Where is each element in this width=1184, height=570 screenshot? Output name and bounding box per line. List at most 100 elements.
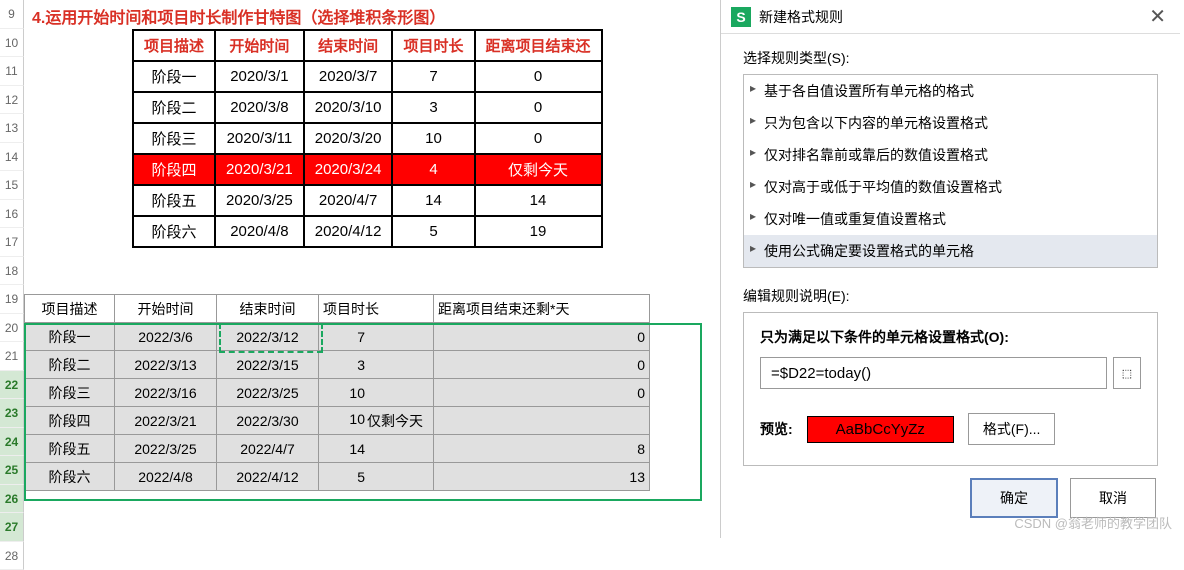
row-header[interactable]: 27 xyxy=(0,513,24,542)
row-header[interactable]: 10 xyxy=(0,29,24,58)
rule-type-item[interactable]: 使用公式确定要设置格式的单元格 xyxy=(744,235,1157,267)
table-cell[interactable]: 阶段六 xyxy=(25,463,115,491)
range-picker-icon[interactable]: ⬚ xyxy=(1113,357,1141,389)
row-header[interactable]: 14 xyxy=(0,143,24,172)
row-header[interactable]: 28 xyxy=(0,542,24,570)
gantt-example-table: 项目描述开始时间结束时间项目时长距离项目结束还阶段一2020/3/12020/3… xyxy=(132,29,603,248)
table-header[interactable]: 距离项目结束还剩*天 xyxy=(434,295,650,323)
table-row[interactable]: 阶段三2022/3/162022/3/25100 xyxy=(25,379,650,407)
table-cell: 3 xyxy=(392,92,474,123)
table-row: 阶段二2020/3/82020/3/1030 xyxy=(133,92,602,123)
table-cell[interactable] xyxy=(434,407,650,435)
table-cell[interactable]: 2022/3/15 xyxy=(217,351,319,379)
row-header[interactable]: 13 xyxy=(0,114,24,143)
table-cell[interactable]: 2022/3/16 xyxy=(115,379,217,407)
formula-input[interactable] xyxy=(760,357,1107,389)
table-row[interactable]: 阶段二2022/3/132022/3/1530 xyxy=(25,351,650,379)
row-header[interactable]: 19 xyxy=(0,285,24,314)
table-cell: 2020/3/7 xyxy=(304,61,393,92)
table-cell: 2020/4/7 xyxy=(304,185,393,216)
table-cell: 2020/3/1 xyxy=(215,61,304,92)
format-button[interactable]: 格式(F)... xyxy=(968,413,1056,445)
row-header[interactable]: 24 xyxy=(0,428,24,457)
row-header[interactable]: 9 xyxy=(0,0,24,29)
row-header[interactable]: 26 xyxy=(0,485,24,514)
table-cell[interactable]: 10 xyxy=(319,379,434,407)
row-header[interactable]: 12 xyxy=(0,86,24,115)
table-row[interactable]: 阶段一2022/3/62022/3/1270 xyxy=(25,323,650,351)
table-cell: 仅剩今天 xyxy=(475,154,602,185)
row-header[interactable]: 23 xyxy=(0,399,24,428)
table-cell[interactable]: 2022/3/30 xyxy=(217,407,319,435)
table-cell[interactable]: 10仅剩今天 xyxy=(319,407,434,435)
preview-row: 预览: AaBbCcYyZz 格式(F)... xyxy=(760,413,1141,445)
rule-type-item[interactable]: 仅对高于或低于平均值的数值设置格式 xyxy=(744,171,1157,203)
row-header[interactable]: 16 xyxy=(0,200,24,229)
row-header[interactable]: 21 xyxy=(0,342,24,371)
formula-row: ⬚ xyxy=(760,357,1141,389)
rule-type-list[interactable]: 基于各自值设置所有单元格的格式只为包含以下内容的单元格设置格式仅对排名靠前或靠后… xyxy=(743,74,1158,268)
table-cell[interactable]: 7 xyxy=(319,323,434,351)
table-cell[interactable]: 2022/3/12 xyxy=(217,323,319,351)
table-cell[interactable]: 2022/3/25 xyxy=(115,435,217,463)
table-cell[interactable]: 2022/4/12 xyxy=(217,463,319,491)
table-cell[interactable]: 0 xyxy=(434,379,650,407)
row-header[interactable]: 15 xyxy=(0,171,24,200)
table-cell[interactable]: 8 xyxy=(434,435,650,463)
table-header[interactable]: 项目描述 xyxy=(25,295,115,323)
rule-type-item[interactable]: 仅对排名靠前或靠后的数值设置格式 xyxy=(744,139,1157,171)
table-cell[interactable]: 3 xyxy=(319,351,434,379)
row-header[interactable]: 25 xyxy=(0,456,24,485)
table-cell[interactable]: 2022/4/8 xyxy=(115,463,217,491)
table-cell[interactable]: 14 xyxy=(319,435,434,463)
table-cell[interactable]: 阶段四 xyxy=(25,407,115,435)
table-cell[interactable]: 阶段三 xyxy=(25,379,115,407)
row-header[interactable]: 18 xyxy=(0,257,24,286)
table-row: 阶段四2020/3/212020/3/244仅剩今天 xyxy=(133,154,602,185)
row-header[interactable]: 20 xyxy=(0,314,24,343)
table-header[interactable]: 结束时间 xyxy=(217,295,319,323)
table-header: 项目时长 xyxy=(392,30,474,61)
rule-type-item[interactable]: 仅对唯一值或重复值设置格式 xyxy=(744,203,1157,235)
table-cell: 19 xyxy=(475,216,602,247)
table-cell[interactable]: 0 xyxy=(434,351,650,379)
table-cell: 2020/3/24 xyxy=(304,154,393,185)
table-cell[interactable]: 5 xyxy=(319,463,434,491)
table-cell[interactable]: 阶段五 xyxy=(25,435,115,463)
table-row[interactable]: 阶段四2022/3/212022/3/3010仅剩今天 xyxy=(25,407,650,435)
table-cell: 阶段一 xyxy=(133,61,215,92)
table-cell[interactable]: 阶段一 xyxy=(25,323,115,351)
sheet-content: 4.运用开始时间和项目时长制作甘特图（选择堆积条形图） 项目描述开始时间结束时间… xyxy=(24,0,720,248)
table-cell[interactable]: 2022/3/6 xyxy=(115,323,217,351)
table-cell: 阶段二 xyxy=(133,92,215,123)
table-row[interactable]: 阶段六2022/4/82022/4/12513 xyxy=(25,463,650,491)
rule-type-item[interactable]: 基于各自值设置所有单元格的格式 xyxy=(744,75,1157,107)
dialog-title: 新建格式规则 xyxy=(759,7,1145,27)
table-cell[interactable]: 2022/3/25 xyxy=(217,379,319,407)
edit-rule-label: 编辑规则说明(E): xyxy=(743,286,1158,306)
table-header[interactable]: 开始时间 xyxy=(115,295,217,323)
table-cell[interactable]: 2022/4/7 xyxy=(217,435,319,463)
table-cell[interactable]: 13 xyxy=(434,463,650,491)
row-header[interactable]: 11 xyxy=(0,57,24,86)
app-logo-icon: S xyxy=(731,7,751,27)
row-header[interactable]: 22 xyxy=(0,371,24,400)
ok-button[interactable]: 确定 xyxy=(970,478,1058,518)
table-cell[interactable]: 0 xyxy=(434,323,650,351)
table-cell[interactable]: 2022/3/13 xyxy=(115,351,217,379)
table-cell[interactable]: 2022/3/21 xyxy=(115,407,217,435)
table-cell: 10 xyxy=(392,123,474,154)
table-row[interactable]: 阶段五2022/3/252022/4/7148 xyxy=(25,435,650,463)
close-icon[interactable]: ✕ xyxy=(1145,4,1170,29)
table-cell: 2020/3/25 xyxy=(215,185,304,216)
table-cell[interactable]: 阶段二 xyxy=(25,351,115,379)
worksheet-table[interactable]: 项目描述开始时间结束时间项目时长距离项目结束还剩*天阶段一2022/3/6202… xyxy=(24,294,650,491)
cancel-button[interactable]: 取消 xyxy=(1070,478,1156,518)
table-header[interactable]: 项目时长 xyxy=(319,295,434,323)
table-cell: 14 xyxy=(392,185,474,216)
row-header[interactable]: 17 xyxy=(0,228,24,257)
table-cell: 14 xyxy=(475,185,602,216)
preview-swatch: AaBbCcYyZz xyxy=(807,416,954,443)
table-row: 阶段一2020/3/12020/3/770 xyxy=(133,61,602,92)
rule-type-item[interactable]: 只为包含以下内容的单元格设置格式 xyxy=(744,107,1157,139)
